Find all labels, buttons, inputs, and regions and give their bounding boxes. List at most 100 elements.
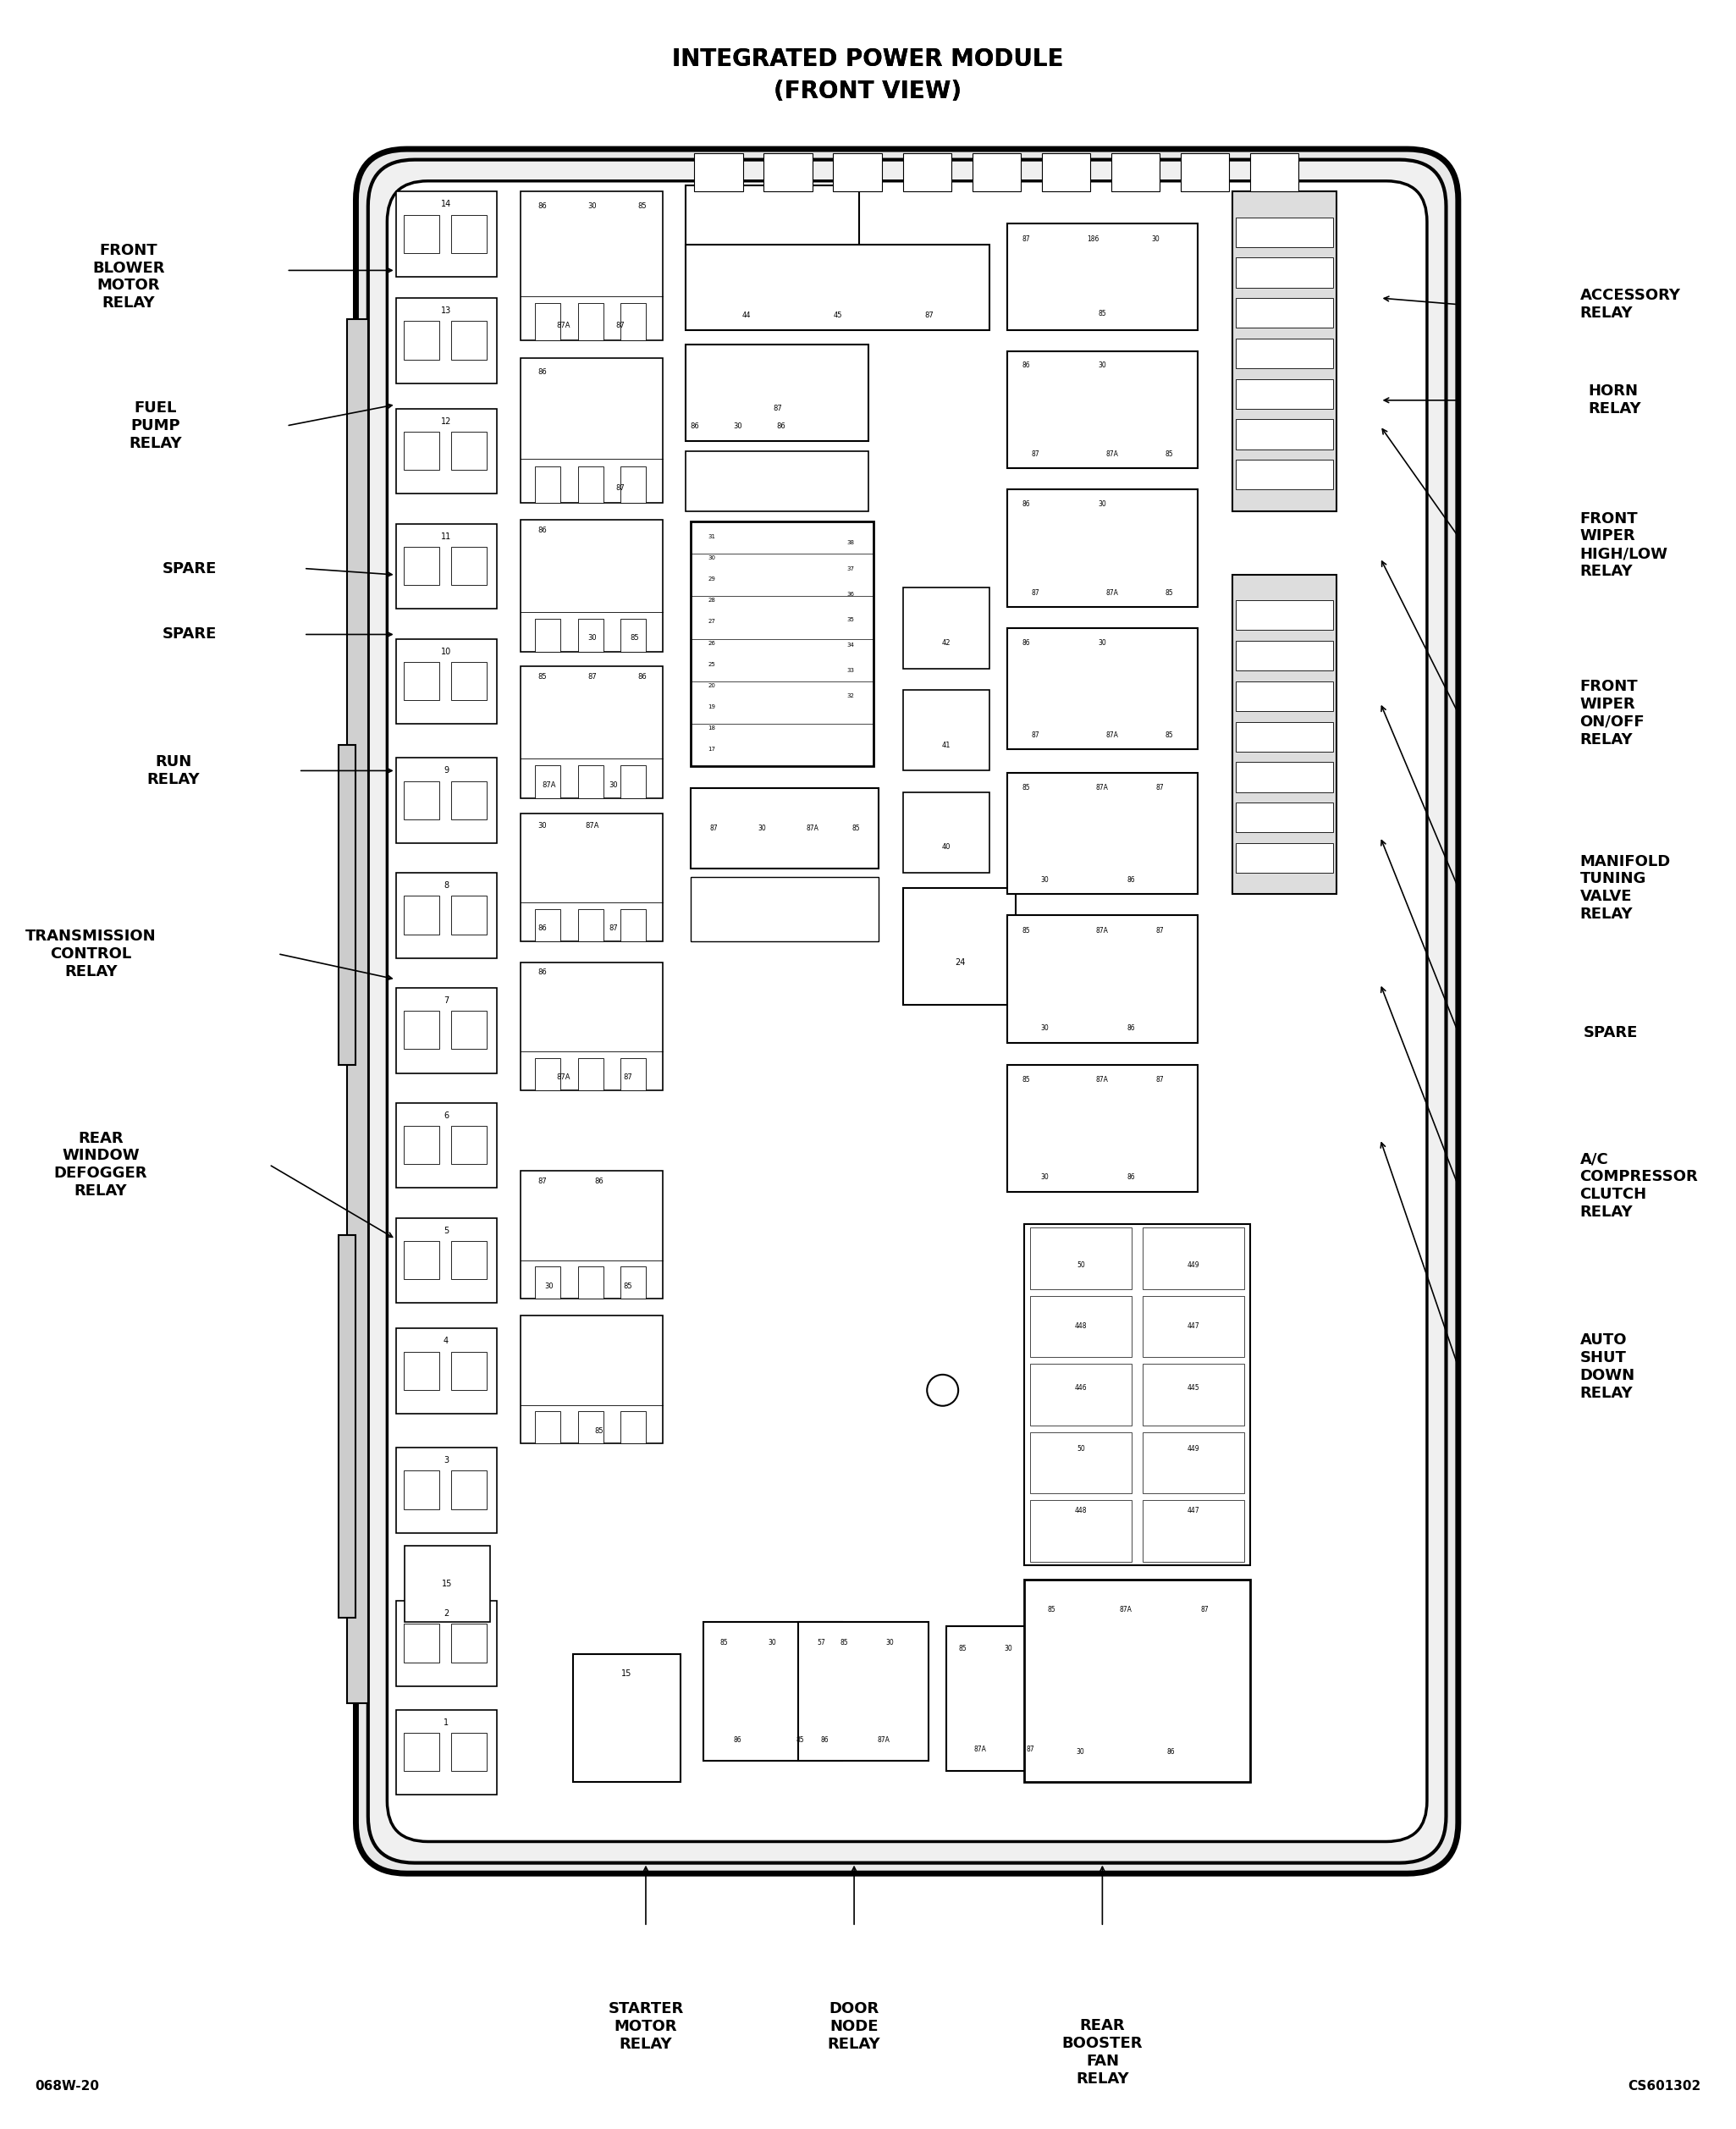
Text: 44: 44: [741, 311, 752, 319]
Bar: [903, 588, 990, 669]
Bar: [1233, 192, 1337, 511]
Text: REAR
WINDOW
DEFOGGER
RELAY: REAR WINDOW DEFOGGER RELAY: [54, 1130, 148, 1199]
Bar: [799, 1622, 929, 1761]
Bar: [396, 639, 496, 724]
Bar: [1236, 803, 1333, 832]
Text: 87: 87: [609, 924, 618, 933]
Bar: [1007, 224, 1198, 330]
Text: FRONT
WIPER
ON/OFF
RELAY: FRONT WIPER ON/OFF RELAY: [1580, 679, 1644, 747]
Text: 5: 5: [443, 1226, 450, 1235]
Bar: [396, 1103, 496, 1188]
Bar: [451, 215, 486, 253]
Text: 30: 30: [1042, 1024, 1049, 1033]
Bar: [404, 321, 439, 360]
Bar: [1236, 722, 1333, 752]
Bar: [521, 519, 663, 651]
Bar: [1236, 258, 1333, 287]
Text: 17: 17: [708, 747, 715, 752]
Text: RUN
RELAY: RUN RELAY: [146, 754, 200, 788]
Text: 87: 87: [1026, 1746, 1035, 1754]
Bar: [404, 1733, 439, 1771]
Text: 85: 85: [797, 1735, 804, 1744]
Bar: [833, 153, 882, 192]
Text: 15: 15: [443, 1580, 453, 1588]
Bar: [451, 1352, 486, 1390]
Bar: [404, 781, 439, 820]
Bar: [1042, 153, 1090, 192]
Text: 85: 85: [1047, 1605, 1055, 1614]
Text: CS601302: CS601302: [1628, 2080, 1701, 2093]
Bar: [620, 1412, 646, 1443]
Text: DOOR
NODE
RELAY: DOOR NODE RELAY: [828, 2001, 880, 2052]
Bar: [521, 192, 663, 341]
Text: 19: 19: [708, 705, 715, 709]
Text: 30: 30: [708, 556, 715, 560]
Text: 86: 86: [538, 924, 547, 933]
Text: SPARE: SPARE: [163, 560, 217, 577]
Bar: [535, 1412, 561, 1443]
Bar: [691, 788, 878, 869]
Text: 445: 445: [1187, 1384, 1200, 1392]
Text: 85: 85: [538, 673, 547, 681]
Text: FRONT
BLOWER
MOTOR
RELAY: FRONT BLOWER MOTOR RELAY: [92, 243, 165, 311]
Bar: [1233, 575, 1337, 894]
Text: 87: 87: [623, 1073, 632, 1082]
Bar: [396, 192, 496, 277]
Bar: [691, 522, 873, 766]
Text: 87A: 87A: [557, 321, 571, 330]
Bar: [620, 764, 646, 798]
Bar: [451, 1011, 486, 1050]
Text: 30: 30: [1042, 1173, 1049, 1182]
Bar: [1142, 1501, 1245, 1561]
Text: 85: 85: [1165, 730, 1174, 739]
Text: 447: 447: [1187, 1507, 1200, 1514]
Bar: [1236, 217, 1333, 247]
Text: 32: 32: [847, 694, 854, 698]
Bar: [396, 409, 496, 494]
Bar: [396, 524, 496, 609]
Text: 10: 10: [441, 647, 451, 656]
Text: FUEL
PUMP
RELAY: FUEL PUMP RELAY: [128, 400, 182, 451]
Bar: [451, 1733, 486, 1771]
Text: 41: 41: [941, 741, 951, 749]
FancyBboxPatch shape: [387, 181, 1427, 1842]
Text: 87: 87: [1201, 1605, 1208, 1614]
Bar: [451, 896, 486, 935]
Bar: [396, 1218, 496, 1303]
Text: 87: 87: [538, 1177, 547, 1186]
Bar: [620, 304, 646, 341]
Text: 3: 3: [444, 1456, 448, 1465]
Text: 87A: 87A: [542, 781, 556, 790]
Bar: [404, 215, 439, 253]
Bar: [535, 617, 561, 651]
Text: 85: 85: [637, 202, 646, 211]
Bar: [451, 1126, 486, 1165]
Text: 85: 85: [630, 634, 639, 643]
Bar: [339, 1235, 356, 1618]
Bar: [451, 547, 486, 585]
Bar: [347, 319, 368, 1703]
Bar: [1142, 1365, 1245, 1424]
Text: 45: 45: [833, 311, 842, 319]
Text: 30: 30: [587, 202, 597, 211]
Text: 86: 86: [538, 368, 547, 377]
Text: 30: 30: [885, 1639, 894, 1648]
Text: 13: 13: [441, 307, 451, 315]
Bar: [535, 909, 561, 941]
Text: 37: 37: [847, 566, 854, 571]
Bar: [578, 466, 604, 502]
Bar: [903, 153, 951, 192]
Bar: [1250, 153, 1299, 192]
Text: 87: 87: [1031, 451, 1040, 458]
Text: 85: 85: [623, 1282, 632, 1290]
Bar: [1007, 915, 1198, 1043]
Bar: [1236, 379, 1333, 409]
Bar: [1029, 1297, 1132, 1356]
Text: 85: 85: [1023, 926, 1029, 935]
Bar: [1111, 153, 1160, 192]
Bar: [903, 888, 1016, 1005]
Text: 87A: 87A: [585, 822, 599, 830]
Text: 87: 87: [1156, 783, 1163, 792]
Bar: [1236, 843, 1333, 873]
FancyBboxPatch shape: [356, 149, 1458, 1874]
